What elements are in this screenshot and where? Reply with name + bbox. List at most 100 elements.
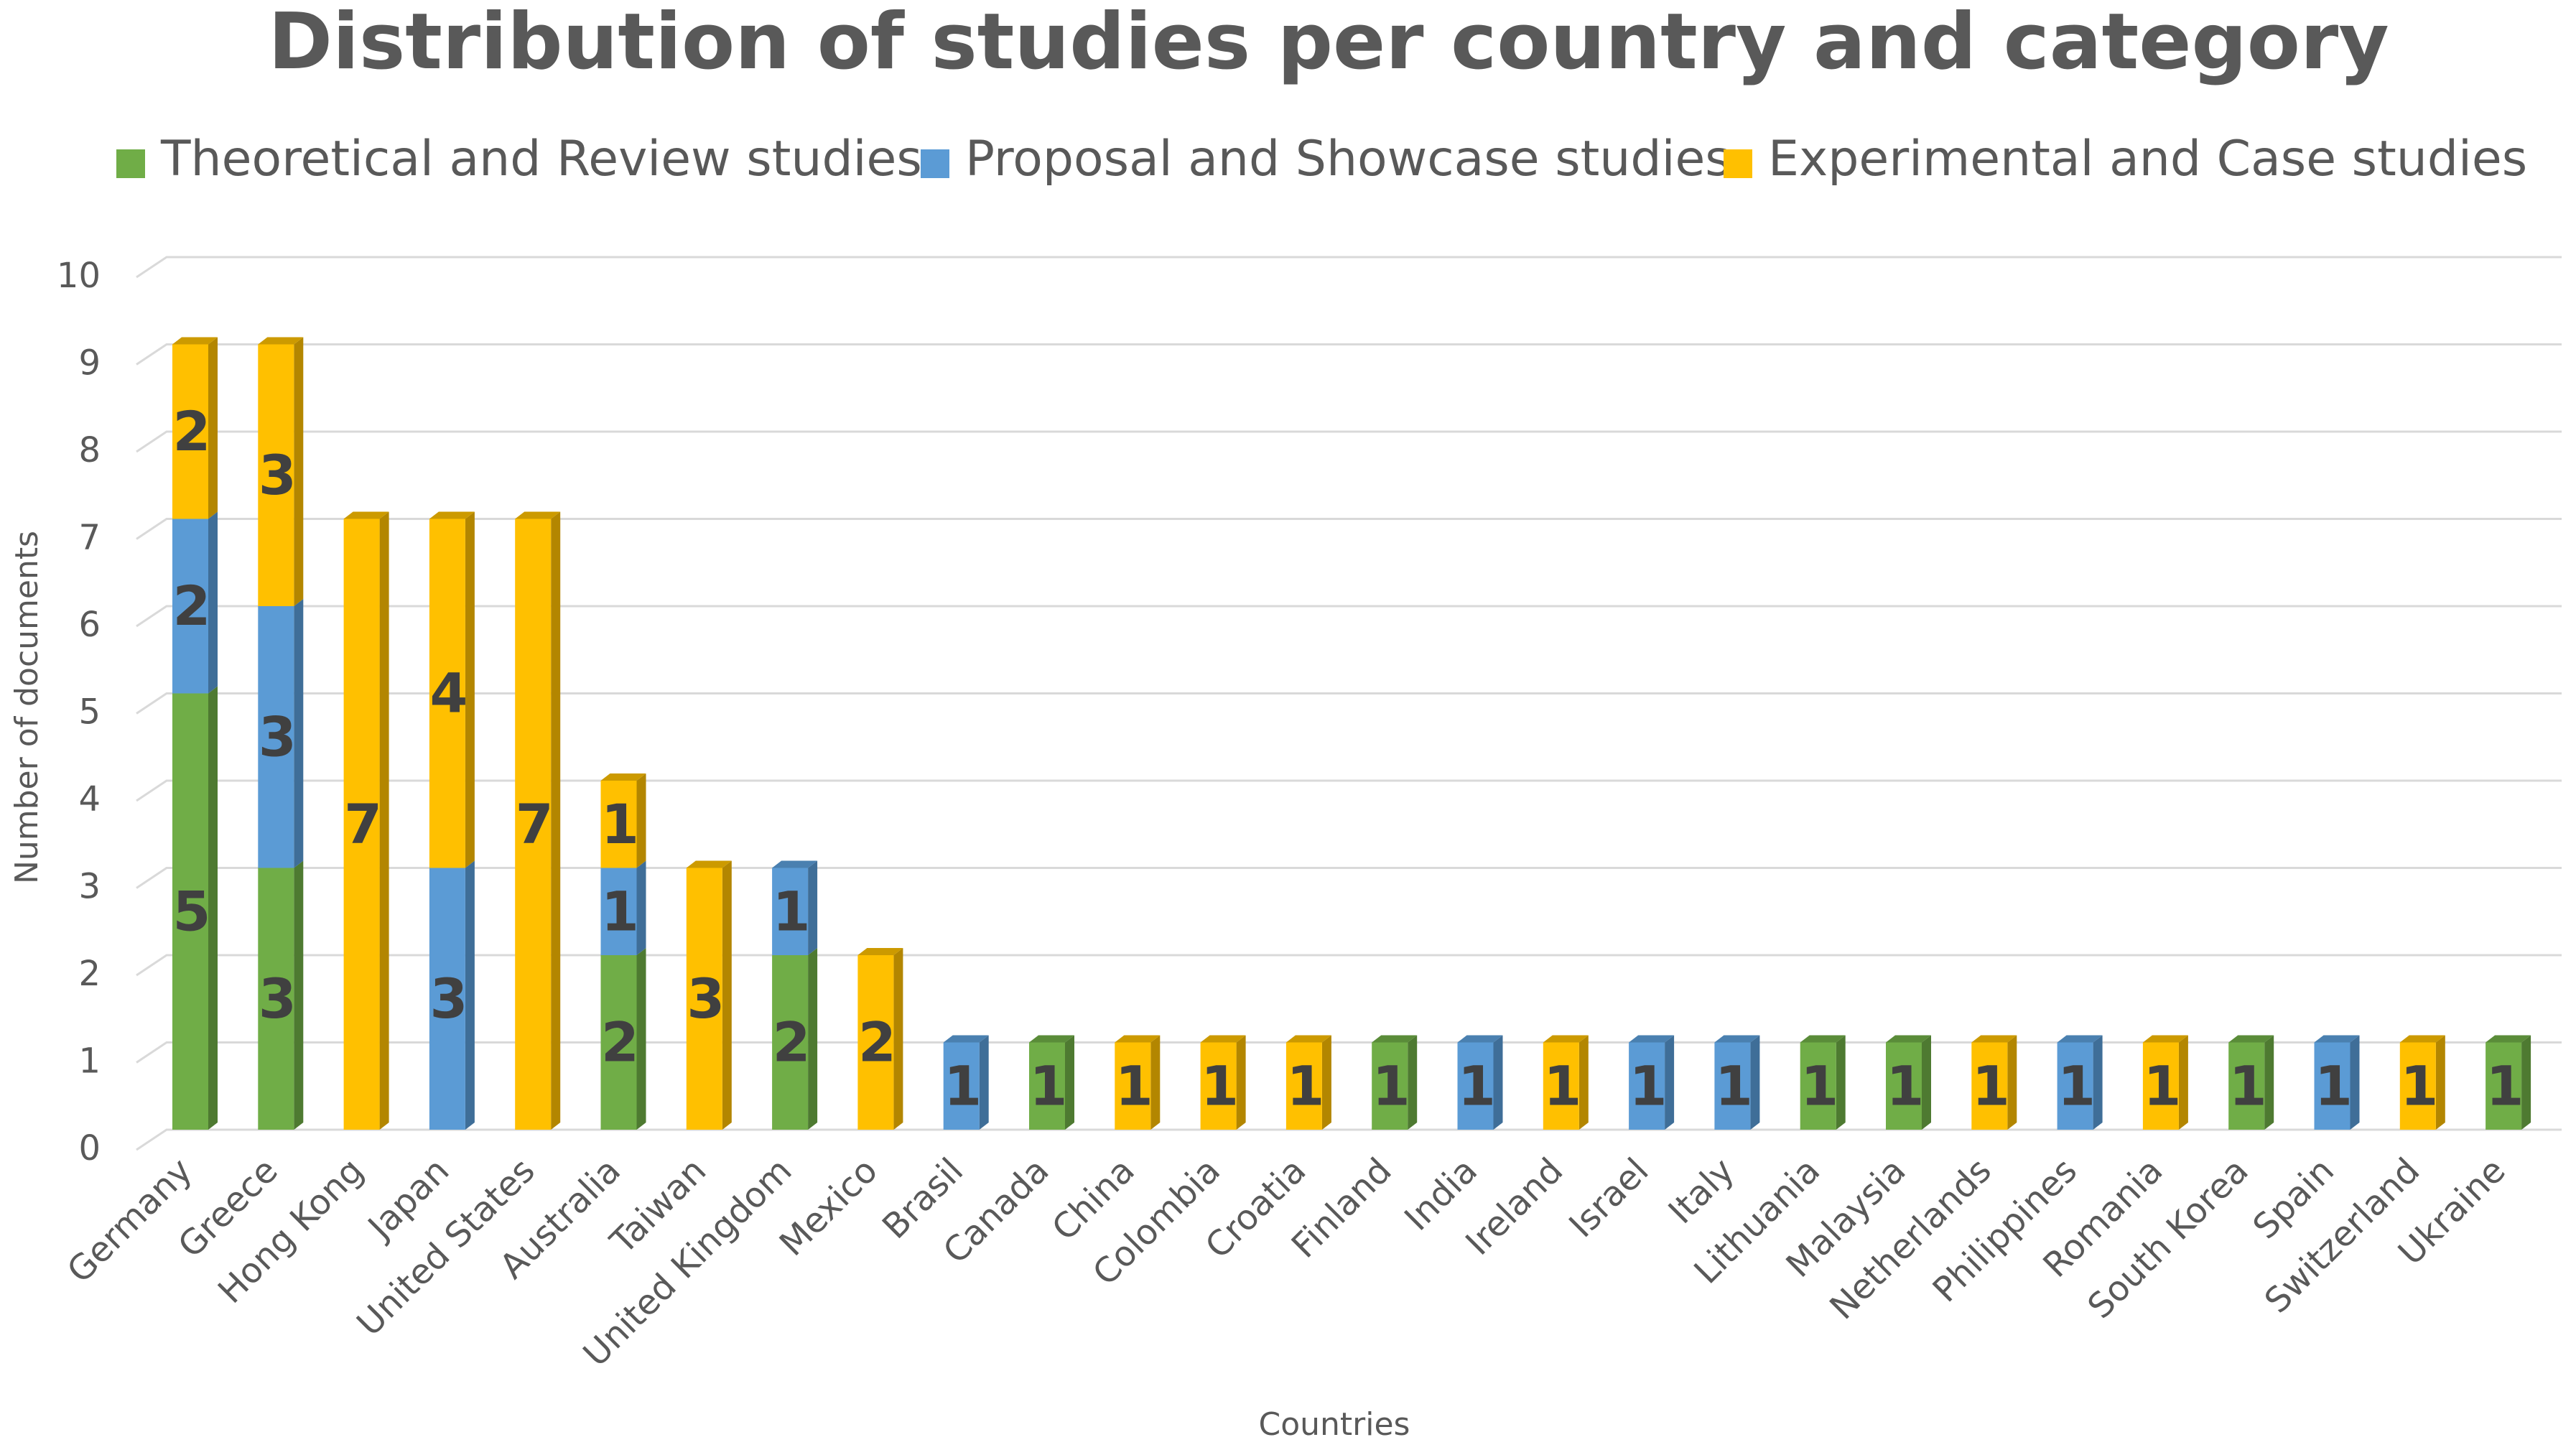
gridline bbox=[136, 518, 2562, 540]
bar-side-brasil-proposal-and-showcase-studies bbox=[979, 1035, 989, 1130]
data-label-south-korea-theoretical-and-review-studies: 1 bbox=[2229, 1054, 2267, 1117]
bar-china-experimental-and-case-studies bbox=[1115, 1042, 1151, 1130]
data-label-germany-theoretical-and-review-studies: 5 bbox=[173, 879, 211, 943]
bar-top-croatia bbox=[1285, 1035, 1331, 1043]
bar-south-korea-theoretical-and-review-studies bbox=[2228, 1042, 2265, 1130]
bar-side-switzerland-experimental-and-case-studies bbox=[2435, 1035, 2445, 1130]
bar-side-greece-experimental-and-case-studies bbox=[294, 337, 304, 606]
bar-italy-proposal-and-showcase-studies bbox=[1714, 1042, 1751, 1130]
bar-side-australia-theoretical-and-review-studies bbox=[636, 948, 646, 1130]
x-tick-label-germany: Germany bbox=[60, 1151, 200, 1291]
data-label-united-kingdom-proposal-and-showcase-studies: 1 bbox=[773, 879, 811, 943]
bar-united-kingdom-theoretical-and-review-studies bbox=[772, 955, 809, 1130]
bar-top-switzerland bbox=[2399, 1035, 2445, 1043]
data-label-greece-experimental-and-case-studies: 3 bbox=[259, 443, 297, 507]
data-label-finland-theoretical-and-review-studies: 1 bbox=[1372, 1054, 1410, 1117]
bar-side-croatia-experimental-and-case-studies bbox=[1321, 1035, 1331, 1130]
data-label-china-experimental-and-case-studies: 1 bbox=[1115, 1054, 1153, 1117]
data-label-australia-experimental-and-case-studies: 1 bbox=[601, 792, 639, 856]
bar-side-united-kingdom-theoretical-and-review-studies bbox=[808, 948, 818, 1130]
data-label-canada-theoretical-and-review-studies: 1 bbox=[1030, 1054, 1068, 1117]
bar-top-china bbox=[1115, 1035, 1161, 1043]
bar-germany-proposal-and-showcase-studies bbox=[172, 519, 208, 694]
y-tick-label: 2 bbox=[78, 954, 101, 994]
data-label-brasil-proposal-and-showcase-studies: 1 bbox=[944, 1054, 982, 1117]
bar-colombia-experimental-and-case-studies bbox=[1200, 1042, 1237, 1130]
bar-united-kingdom-proposal-and-showcase-studies bbox=[772, 868, 809, 955]
bar-side-japan-experimental-and-case-studies bbox=[465, 511, 475, 868]
bar-germany-theoretical-and-review-studies bbox=[172, 693, 208, 1130]
data-label-germany-proposal-and-showcase-studies: 2 bbox=[173, 574, 211, 638]
bar-side-china-experimental-and-case-studies bbox=[1150, 1035, 1161, 1130]
data-label-greece-theoretical-and-review-studies: 3 bbox=[259, 967, 297, 1031]
bar-top-greece bbox=[258, 337, 304, 345]
bar-top-italy bbox=[1714, 1035, 1760, 1043]
y-tick-label: 8 bbox=[78, 430, 101, 470]
bar-side-greece-proposal-and-showcase-studies bbox=[294, 599, 304, 868]
data-label-japan-experimental-and-case-studies: 4 bbox=[429, 661, 468, 725]
data-label-australia-theoretical-and-review-studies: 2 bbox=[601, 1010, 639, 1074]
data-label-united-kingdom-theoretical-and-review-studies: 2 bbox=[773, 1010, 811, 1074]
bar-top-romania bbox=[2142, 1035, 2188, 1043]
bar-india-proposal-and-showcase-studies bbox=[1457, 1042, 1494, 1130]
bar-japan-experimental-and-case-studies bbox=[429, 519, 465, 868]
bar-side-romania-experimental-and-case-studies bbox=[2178, 1035, 2188, 1130]
bar-side-australia-proposal-and-showcase-studies bbox=[636, 860, 646, 955]
bar-spain-proposal-and-showcase-studies bbox=[2314, 1042, 2351, 1130]
bar-side-united-states-experimental-and-case-studies bbox=[551, 511, 561, 1130]
bar-top-germany bbox=[172, 337, 218, 345]
x-tick-label-mexico: Mexico bbox=[772, 1151, 885, 1264]
legend-label-theoretical-and-review-studies: Theoretical and Review studies bbox=[160, 131, 922, 187]
bar-side-malaysia-theoretical-and-review-studies bbox=[1922, 1035, 1931, 1130]
x-tick-label-israel: Israel bbox=[1561, 1151, 1656, 1245]
data-label-australia-proposal-and-showcase-studies: 1 bbox=[601, 879, 639, 943]
y-tick-label: 7 bbox=[78, 518, 101, 558]
bar-romania-experimental-and-case-studies bbox=[2142, 1042, 2179, 1130]
bar-philippines-proposal-and-showcase-studies bbox=[2057, 1042, 2093, 1130]
y-tick-label: 3 bbox=[78, 867, 101, 907]
gridline bbox=[136, 1041, 2562, 1064]
y-tick-label: 0 bbox=[78, 1128, 101, 1168]
bar-top-united-states bbox=[515, 511, 561, 519]
data-label-united-states-experimental-and-case-studies: 7 bbox=[516, 792, 554, 856]
bar-netherlands-experimental-and-case-studies bbox=[1971, 1042, 2008, 1130]
bar-side-colombia-experimental-and-case-studies bbox=[1236, 1035, 1246, 1130]
bar-germany-experimental-and-case-studies bbox=[172, 344, 208, 519]
bar-top-south-korea bbox=[2228, 1035, 2274, 1043]
bar-lithuania-theoretical-and-review-studies bbox=[1800, 1042, 1836, 1130]
bar-taiwan-experimental-and-case-studies bbox=[686, 868, 722, 1130]
legend-swatch-theoretical-and-review-studies bbox=[116, 149, 145, 178]
bar-side-spain-proposal-and-showcase-studies bbox=[2350, 1035, 2360, 1130]
bar-side-taiwan-experimental-and-case-studies bbox=[722, 860, 732, 1130]
bar-side-israel-proposal-and-showcase-studies bbox=[1665, 1035, 1675, 1130]
bar-top-finland bbox=[1372, 1035, 1418, 1043]
bar-side-lithuania-theoretical-and-review-studies bbox=[1836, 1035, 1846, 1130]
data-label-ukraine-theoretical-and-review-studies: 1 bbox=[2486, 1054, 2524, 1117]
bar-greece-theoretical-and-review-studies bbox=[258, 868, 294, 1130]
bar-malaysia-theoretical-and-review-studies bbox=[1886, 1042, 1922, 1130]
legend-swatch-experimental-and-case-studies bbox=[1724, 149, 1752, 178]
bar-side-united-kingdom-proposal-and-showcase-studies bbox=[808, 860, 818, 955]
bar-side-australia-experimental-and-case-studies bbox=[636, 773, 646, 868]
y-tick-label: 10 bbox=[57, 256, 101, 296]
bar-australia-proposal-and-showcase-studies bbox=[600, 868, 637, 955]
bar-top-malaysia bbox=[1886, 1035, 1931, 1043]
data-label-lithuania-theoretical-and-review-studies: 1 bbox=[1800, 1054, 1838, 1117]
bar-top-brasil bbox=[943, 1035, 989, 1043]
bar-canada-theoretical-and-review-studies bbox=[1029, 1042, 1065, 1130]
x-tick-label-ireland: Ireland bbox=[1458, 1151, 1571, 1263]
y-tick-label: 9 bbox=[78, 343, 101, 384]
bar-greece-proposal-and-showcase-studies bbox=[258, 606, 294, 868]
bar-side-india-proposal-and-showcase-studies bbox=[1493, 1035, 1503, 1130]
gridline bbox=[136, 954, 2562, 977]
bar-ireland-experimental-and-case-studies bbox=[1543, 1042, 1579, 1130]
legend-label-proposal-and-showcase-studies: Proposal and Showcase studies bbox=[965, 131, 1731, 187]
legend: Theoretical and Review studies Proposal a… bbox=[116, 131, 2527, 187]
data-label-ireland-experimental-and-case-studies: 1 bbox=[1543, 1054, 1581, 1117]
bar-side-south-korea-theoretical-and-review-studies bbox=[2264, 1035, 2274, 1130]
gridline bbox=[136, 1128, 2562, 1151]
bar-side-mexico-experimental-and-case-studies bbox=[893, 948, 903, 1130]
gridline bbox=[136, 343, 2562, 366]
